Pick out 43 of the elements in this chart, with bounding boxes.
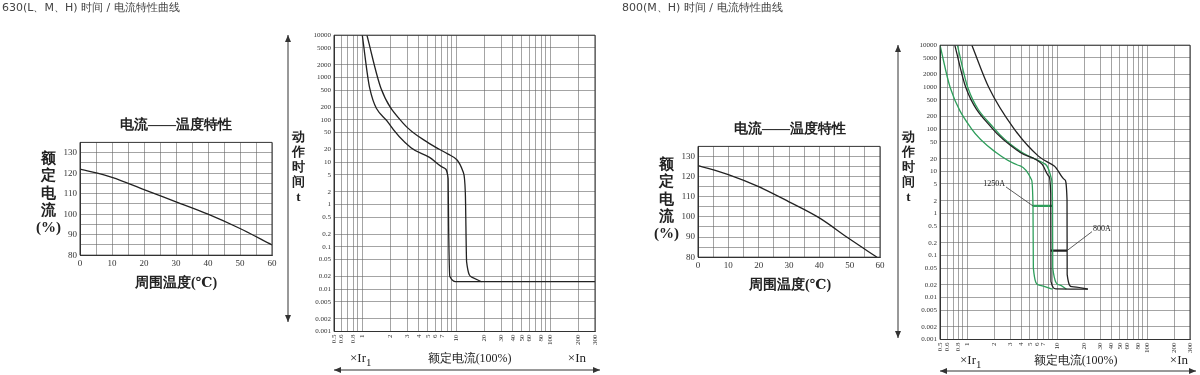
x-axis-title: 额定电流(100%) <box>427 350 512 367</box>
text: ×In <box>1169 352 1188 368</box>
text: ×In <box>567 350 586 366</box>
x-axis-title: 额定电流(100%) <box>1033 352 1118 369</box>
text: 800(M、H) 时间 / 电流特性曲线 <box>622 1 783 14</box>
y-axis-title: 额定电流(%) <box>36 150 61 237</box>
y-tick-label: 110 <box>63 188 78 199</box>
y-tick-label: 80 <box>68 249 78 260</box>
text: ×Ir$_{1}$ <box>960 352 982 370</box>
x-axis-title: 周围温度(℃) <box>748 276 832 294</box>
chart-title: 电流——温度特性 <box>734 120 846 138</box>
x-tick-label: 60 <box>875 259 885 270</box>
y-axis-title: 额定电流(%) <box>654 156 679 243</box>
x-tick-label: 40 <box>203 257 213 268</box>
y-tick-label: 130 <box>63 147 78 158</box>
x-tick-label: 50 <box>235 257 245 268</box>
x-tick-label: 10 <box>723 259 734 270</box>
x-tick-label: 30 <box>171 257 181 268</box>
text: 630(L、M、H) 时间 / 电流特性曲线 <box>2 1 180 14</box>
x-tick-label: 20 <box>139 257 149 268</box>
chart-title: 电流——温度特性 <box>120 116 232 134</box>
x-tick-label: 0 <box>77 257 83 268</box>
x-tick-label: 10 <box>107 257 117 268</box>
y-tick-label: 120 <box>681 170 696 181</box>
y-tick-label: 120 <box>63 167 78 178</box>
x-axis-title: 周围温度(℃) <box>134 274 218 292</box>
annotation: 800A <box>1093 223 1112 233</box>
annotation: 1250A <box>983 179 1006 189</box>
x-tick-label: 0 <box>695 259 701 270</box>
text: ×Ir$_{1}$ <box>350 350 372 368</box>
y-axis-title: 动作时间t <box>902 129 915 205</box>
x-tick-label: 50 <box>845 259 855 270</box>
y-axis-title: 动作时间t <box>292 129 305 205</box>
y-tick-label: 90 <box>68 229 78 240</box>
x-tick-label: 40 <box>814 259 825 270</box>
x-tick-label: 30 <box>784 259 794 270</box>
y-tick-label: 90 <box>686 231 696 242</box>
y-tick-label: 110 <box>681 191 696 202</box>
y-tick-label: 100 <box>681 211 696 222</box>
x-tick-label: 20 <box>754 259 764 270</box>
y-tick-label: 100 <box>63 208 78 219</box>
y-tick-label: 130 <box>681 150 696 161</box>
x-tick-label: 60 <box>267 257 277 268</box>
